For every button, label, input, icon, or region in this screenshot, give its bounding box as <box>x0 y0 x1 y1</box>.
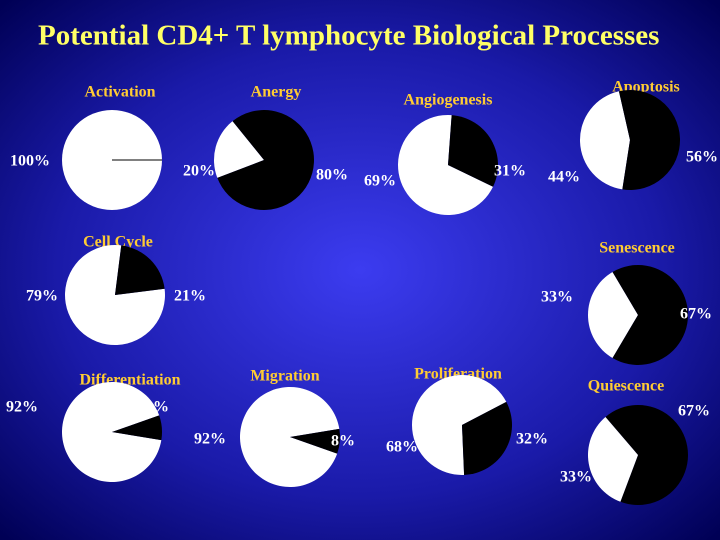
pie-slice <box>61 382 162 482</box>
value-label: 67% <box>680 306 712 323</box>
pie-slice <box>411 374 507 475</box>
value-label: 67% <box>678 403 710 420</box>
pie-slice <box>588 417 638 502</box>
pie-title: Cell Cycle <box>83 234 153 251</box>
value-label: 79% <box>26 288 58 305</box>
pie-title: Quiescence <box>588 378 664 395</box>
value-label: 33% <box>560 469 592 486</box>
value-label: 68% <box>386 439 418 456</box>
pie-title: Migration <box>250 368 319 385</box>
value-label: 21% <box>174 288 206 305</box>
value-label: 20% <box>183 163 215 180</box>
pie-slice <box>290 428 340 454</box>
pie-title: Anergy <box>251 84 302 101</box>
pie-slice <box>397 115 494 215</box>
pie-slice <box>448 115 498 187</box>
pie-title: Senescence <box>599 240 675 257</box>
pie-slice <box>462 401 512 475</box>
value-label: 32% <box>516 431 548 448</box>
value-label: 44% <box>548 169 580 186</box>
value-label: 80% <box>316 167 348 184</box>
value-label: 100% <box>10 153 50 170</box>
pie-slice <box>588 271 638 359</box>
value-label: 31% <box>494 163 526 180</box>
pie-title: Angiogenesis <box>404 92 493 109</box>
pie-slice <box>605 405 688 506</box>
pie-slice <box>115 245 165 295</box>
value-label: 92% <box>6 399 38 416</box>
slide-title: Potential CD4+ T lymphocyte Biological P… <box>38 20 659 52</box>
value-label: 69% <box>364 173 396 190</box>
pie-slice <box>580 91 630 190</box>
pie-slice <box>112 415 162 441</box>
pie-slice <box>618 90 680 190</box>
pie-slice <box>217 109 315 210</box>
value-label: 8% <box>331 433 355 450</box>
pie-slice <box>214 121 264 178</box>
value-label: 8% <box>145 399 169 416</box>
pie-slice <box>64 245 165 345</box>
pie-slice <box>240 386 340 487</box>
value-label: 56% <box>686 149 718 166</box>
pie-title: Activation <box>84 84 155 101</box>
value-label: 33% <box>541 289 573 306</box>
value-label: 92% <box>194 431 226 448</box>
pie-slice <box>612 265 688 365</box>
